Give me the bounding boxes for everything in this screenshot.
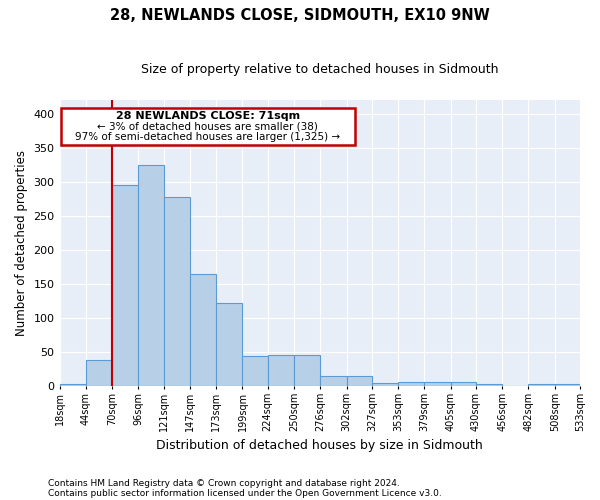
Text: ← 3% of detached houses are smaller (38): ← 3% of detached houses are smaller (38)	[97, 122, 318, 132]
Bar	[242, 356, 268, 386]
Title: Size of property relative to detached houses in Sidmouth: Size of property relative to detached ho…	[141, 62, 499, 76]
Text: 28 NEWLANDS CLOSE: 71sqm: 28 NEWLANDS CLOSE: 71sqm	[116, 110, 299, 120]
Text: Contains public sector information licensed under the Open Government Licence v3: Contains public sector information licen…	[48, 488, 442, 498]
Bar	[372, 383, 398, 386]
Bar	[112, 186, 139, 386]
Bar	[139, 165, 164, 386]
Bar	[268, 355, 294, 386]
Bar	[424, 382, 451, 386]
Bar	[190, 274, 216, 386]
Bar	[216, 303, 242, 386]
Bar	[476, 384, 502, 386]
Bar	[86, 360, 112, 386]
Bar	[529, 384, 555, 386]
Bar	[59, 384, 86, 386]
Bar	[398, 382, 424, 386]
Bar	[555, 384, 580, 386]
Bar	[320, 376, 347, 386]
Bar	[347, 376, 372, 386]
Text: Contains HM Land Registry data © Crown copyright and database right 2024.: Contains HM Land Registry data © Crown c…	[48, 478, 400, 488]
Bar	[164, 197, 190, 386]
Bar	[294, 355, 320, 386]
X-axis label: Distribution of detached houses by size in Sidmouth: Distribution of detached houses by size …	[157, 440, 483, 452]
Y-axis label: Number of detached properties: Number of detached properties	[15, 150, 28, 336]
Text: 97% of semi-detached houses are larger (1,325) →: 97% of semi-detached houses are larger (…	[75, 132, 340, 142]
Text: 28, NEWLANDS CLOSE, SIDMOUTH, EX10 9NW: 28, NEWLANDS CLOSE, SIDMOUTH, EX10 9NW	[110, 8, 490, 22]
Bar	[451, 382, 476, 386]
Bar	[61, 108, 355, 144]
